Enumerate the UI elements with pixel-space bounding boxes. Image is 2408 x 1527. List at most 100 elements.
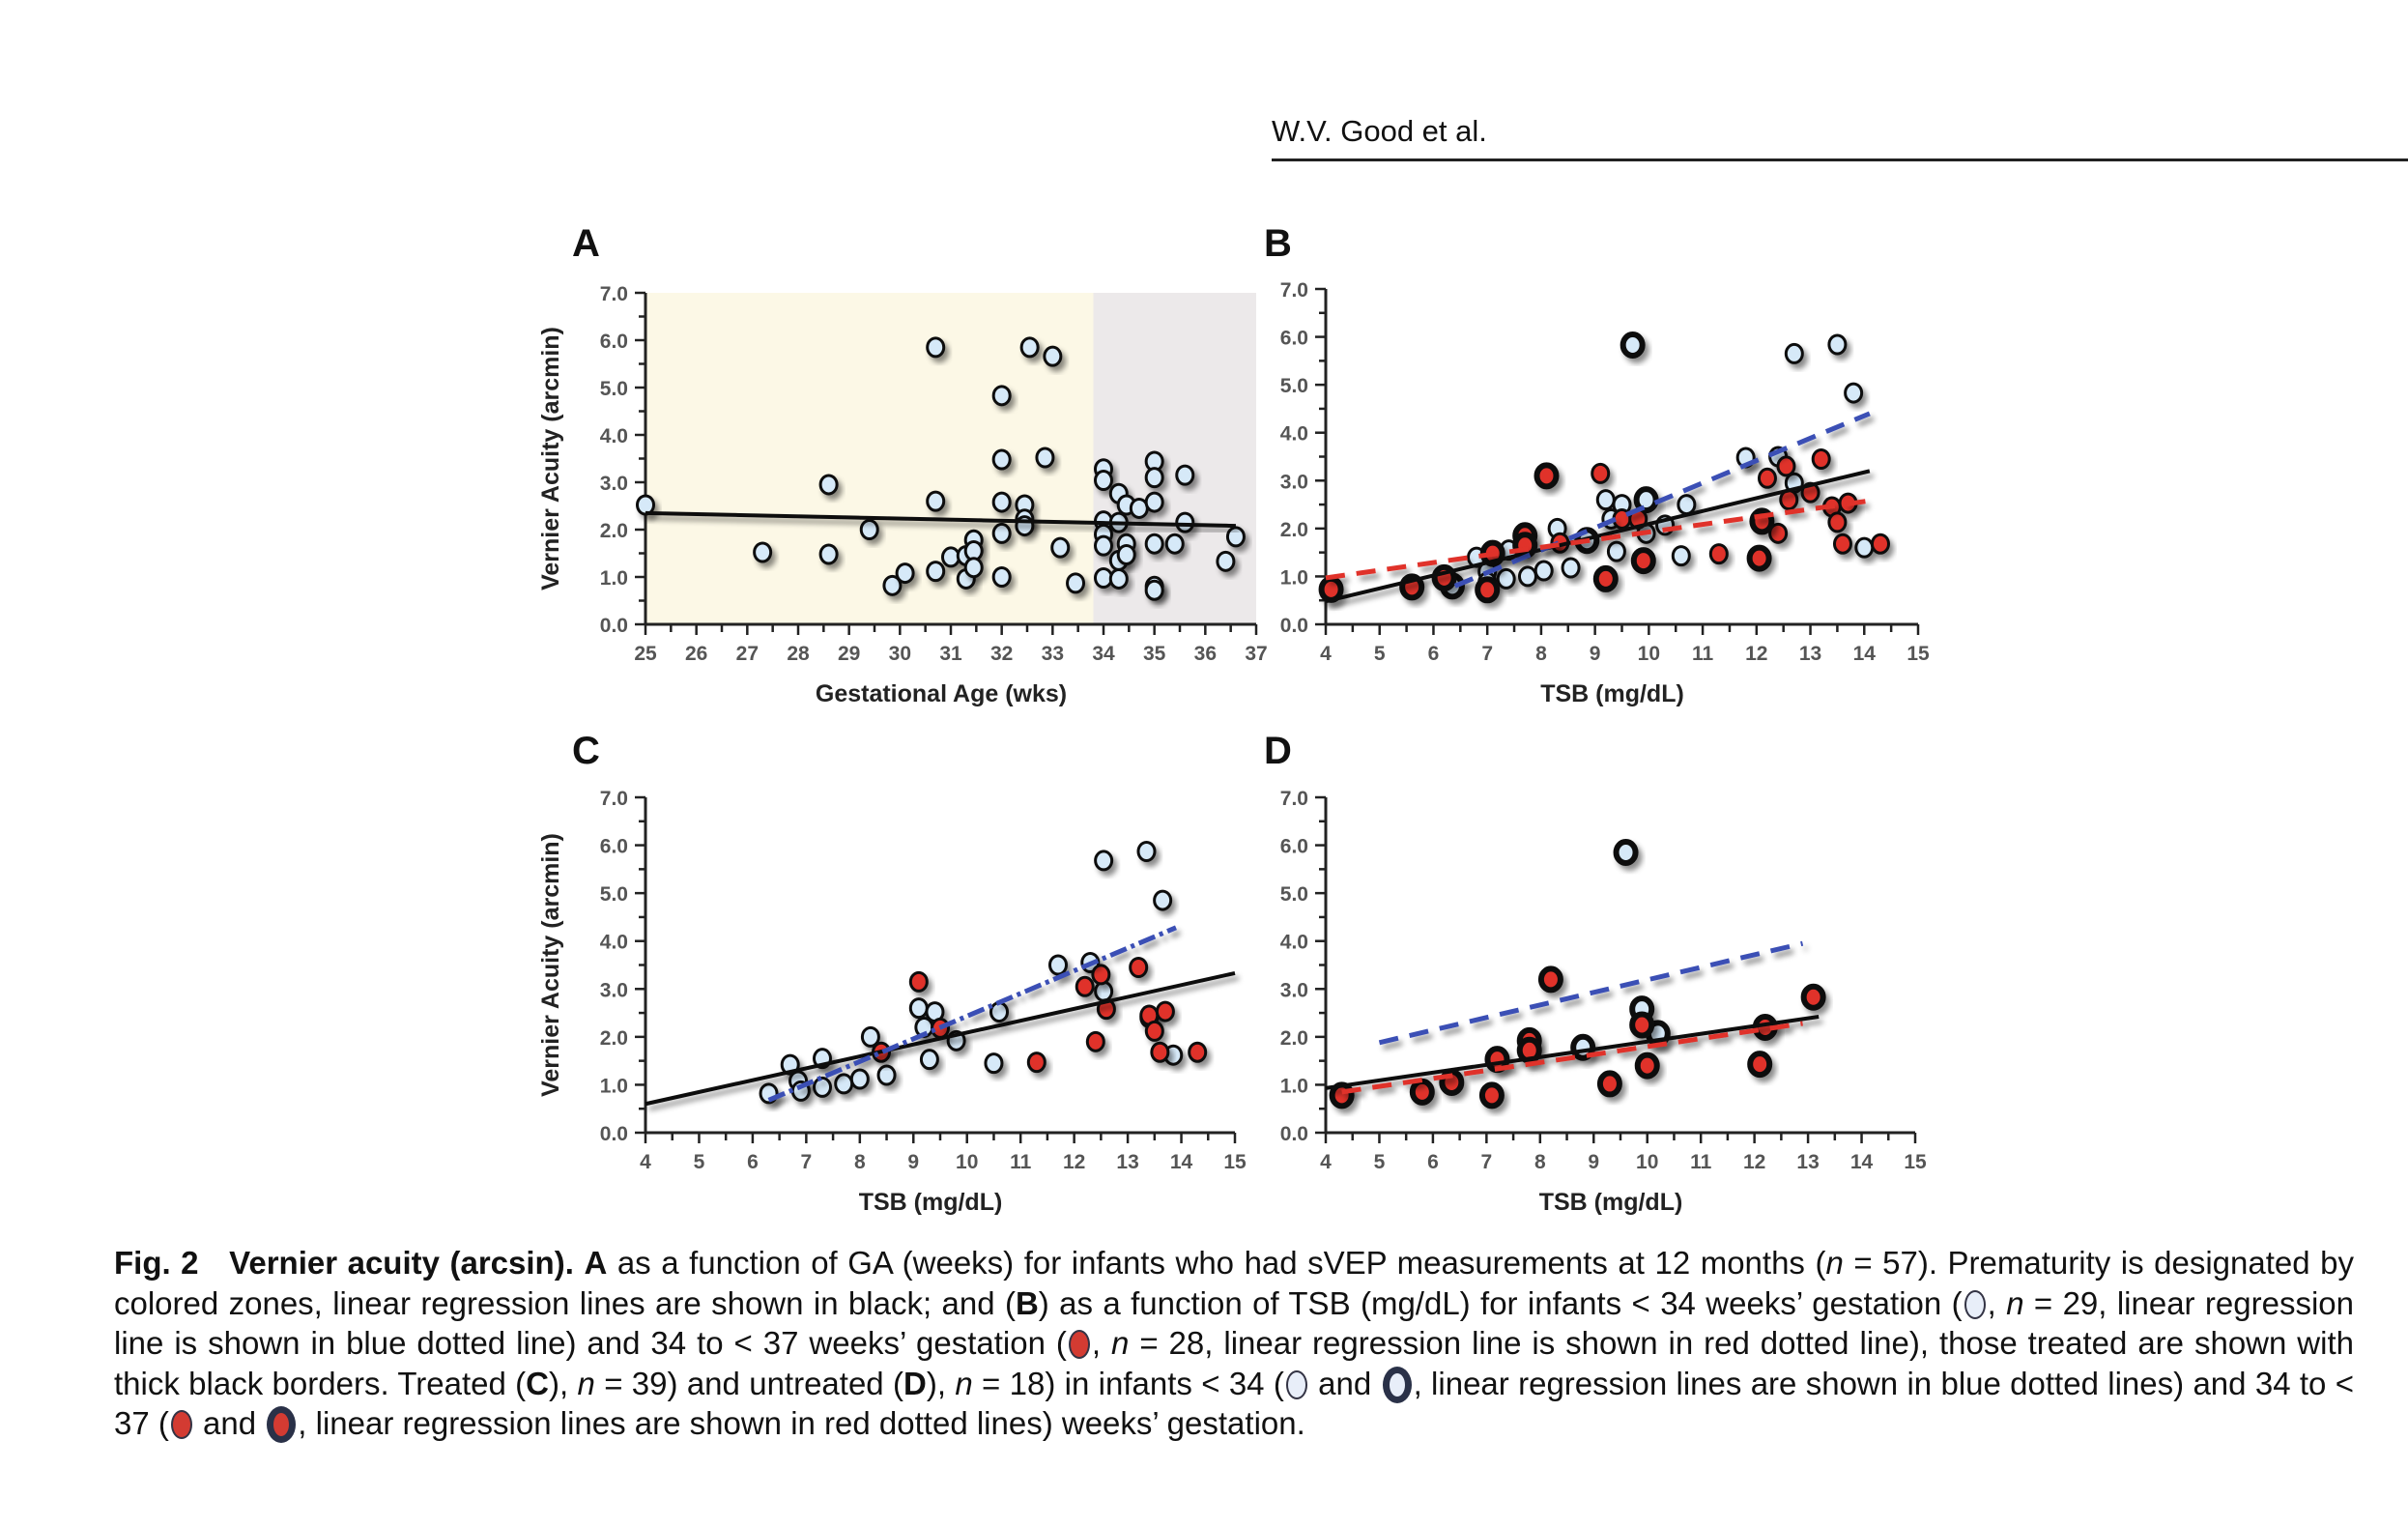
x-tick-label: 27 bbox=[736, 643, 759, 665]
red-circle-icon bbox=[170, 1410, 192, 1439]
data-point-blue bbox=[1175, 511, 1195, 533]
data-point-blue bbox=[1496, 567, 1516, 590]
x-tick-label: 14 bbox=[1853, 643, 1877, 665]
chart-panel-a: 0.0 1.0 2.0 3.0 4.0 5.0 6.0 7.0 25 26 27 28 29 30 31 32… bbox=[537, 283, 1268, 707]
data-point-red bbox=[1811, 447, 1831, 470]
panel-label-d: D bbox=[1264, 730, 1292, 772]
data-point-blue bbox=[1827, 333, 1848, 356]
x-tick-label: 10 bbox=[956, 1151, 978, 1173]
data-point-red bbox=[1475, 576, 1501, 604]
data-point-blue bbox=[963, 557, 984, 579]
x-tick-label: 9 bbox=[1590, 643, 1601, 665]
data-point-blue bbox=[834, 1073, 854, 1095]
figure-caption: Fig. 2 Vernier acuity (arcsin). A as a f… bbox=[114, 1243, 2354, 1444]
x-axis-title: TSB (mg/dL) bbox=[859, 1189, 1003, 1216]
x-tick-label: 28 bbox=[787, 643, 810, 665]
data-point-blue bbox=[859, 519, 879, 540]
data-point-blue bbox=[1019, 336, 1040, 359]
y-tick-label: 5.0 bbox=[600, 378, 628, 400]
data-point-red bbox=[1537, 965, 1563, 994]
x-tick-label: 13 bbox=[1799, 643, 1821, 665]
y-tick-label: 3.0 bbox=[1280, 471, 1308, 493]
data-point-red bbox=[1746, 544, 1772, 572]
data-point-blue bbox=[1108, 567, 1129, 590]
x-tick-label: 13 bbox=[1116, 1151, 1138, 1173]
x-tick-label: 8 bbox=[1534, 1151, 1546, 1173]
caption-text: , bbox=[1091, 1325, 1112, 1361]
caption-panel-a: A bbox=[584, 1245, 608, 1281]
data-point-red bbox=[1768, 522, 1789, 544]
data-point-red bbox=[1150, 1041, 1170, 1063]
data-point-red bbox=[1188, 1041, 1208, 1063]
thick-red-circle-icon bbox=[267, 1406, 297, 1443]
y-tick-label: 7.0 bbox=[1280, 279, 1308, 302]
data-point-red bbox=[1630, 547, 1656, 575]
data-point-blue bbox=[1043, 345, 1063, 367]
data-point-red bbox=[1757, 467, 1777, 489]
y-tick-label: 5.0 bbox=[1280, 883, 1308, 906]
data-point-red bbox=[1085, 1030, 1105, 1052]
x-tick-label: 5 bbox=[1374, 643, 1386, 665]
y-tick-label: 1.0 bbox=[600, 1075, 628, 1097]
y-tick-label: 5.0 bbox=[1280, 375, 1308, 397]
data-point-blue bbox=[1094, 470, 1113, 492]
x-tick-label: 14 bbox=[1850, 1151, 1874, 1173]
x-axis-title: TSB (mg/dL) bbox=[1540, 680, 1684, 707]
caption-text: and bbox=[1308, 1365, 1381, 1401]
data-point-blue bbox=[1613, 839, 1639, 867]
data-point-blue bbox=[926, 490, 946, 512]
chart-panel-c: 0.0 1.0 2.0 3.0 4.0 5.0 6.0 7.0 4 5 6 7 8 9 10 11 12 13 14… bbox=[537, 788, 1247, 1216]
y-tick-label: 2.0 bbox=[1280, 519, 1308, 541]
data-point-blue bbox=[1854, 536, 1875, 559]
x-tick-label: 5 bbox=[694, 1151, 705, 1173]
data-point-blue bbox=[818, 474, 839, 496]
y-tick-label: 1.0 bbox=[1280, 1075, 1308, 1097]
caption-text: , bbox=[1987, 1284, 2007, 1321]
figure-charts: 0.0 1.0 2.0 3.0 4.0 5.0 6.0 7.0 25 26 27 28 29 30 31 32… bbox=[537, 279, 1930, 1216]
data-point-blue bbox=[1225, 526, 1246, 548]
x-tick-label: 6 bbox=[1427, 1151, 1439, 1173]
red-circle-icon bbox=[1068, 1330, 1090, 1359]
y-tick-label: 4.0 bbox=[600, 932, 628, 954]
data-point-red bbox=[1144, 1020, 1164, 1042]
data-point-red bbox=[1478, 1081, 1505, 1109]
x-tick-label: 33 bbox=[1042, 643, 1064, 665]
data-point-blue bbox=[1633, 486, 1659, 514]
data-point-blue bbox=[1144, 491, 1164, 513]
data-point-red bbox=[1534, 462, 1560, 490]
x-tick-label: 7 bbox=[1481, 1151, 1493, 1173]
x-tick-label: 4 bbox=[1320, 643, 1332, 665]
y-tick-label: 2.0 bbox=[600, 1027, 628, 1050]
data-point-blue bbox=[882, 574, 903, 596]
chart-panel-d: 0.0 1.0 2.0 3.0 4.0 5.0 6.0 7.0 4 5 6 7 8 9 10 11 12 13 14… bbox=[1280, 788, 1927, 1216]
caption-n: n bbox=[577, 1365, 595, 1401]
data-point-blue bbox=[813, 1076, 832, 1098]
caption-panel-b: B bbox=[1015, 1284, 1039, 1321]
panel-label-b: B bbox=[1264, 222, 1292, 265]
x-tick-label: 15 bbox=[1906, 643, 1930, 665]
data-point-blue bbox=[991, 522, 1012, 544]
caption-n: n bbox=[1111, 1325, 1130, 1361]
data-point-blue bbox=[984, 1052, 1004, 1075]
x-tick-label: 9 bbox=[907, 1151, 919, 1173]
data-point-blue bbox=[991, 385, 1012, 407]
regression-line-black bbox=[645, 970, 1236, 1107]
data-point-blue bbox=[908, 997, 929, 1020]
x-tick-label: 6 bbox=[1428, 643, 1440, 665]
data-point-blue bbox=[895, 562, 915, 585]
data-point-red bbox=[1870, 533, 1890, 555]
y-tick-label: 1.0 bbox=[1280, 566, 1308, 589]
data-point-blue bbox=[1094, 534, 1113, 557]
data-point-blue bbox=[1534, 560, 1554, 582]
data-point-red bbox=[1091, 964, 1111, 986]
y-tick-label: 6.0 bbox=[1280, 328, 1308, 350]
y-tick-label: 3.0 bbox=[600, 473, 628, 495]
data-point-blue bbox=[1677, 494, 1697, 516]
chart-panel-b: 0.0 1.0 2.0 3.0 4.0 5.0 6.0 7.0 4 5 6 7 8 9 10 11 12 13 14… bbox=[1280, 279, 1930, 707]
data-point-red bbox=[1629, 1011, 1655, 1039]
caption-text: , linear regression lines are shown in r… bbox=[298, 1405, 1305, 1441]
y-tick-label: 6.0 bbox=[600, 331, 628, 353]
x-tick-label: 11 bbox=[1690, 1151, 1712, 1173]
y-tick-label: 5.0 bbox=[600, 883, 628, 906]
data-point-red bbox=[1129, 956, 1149, 978]
